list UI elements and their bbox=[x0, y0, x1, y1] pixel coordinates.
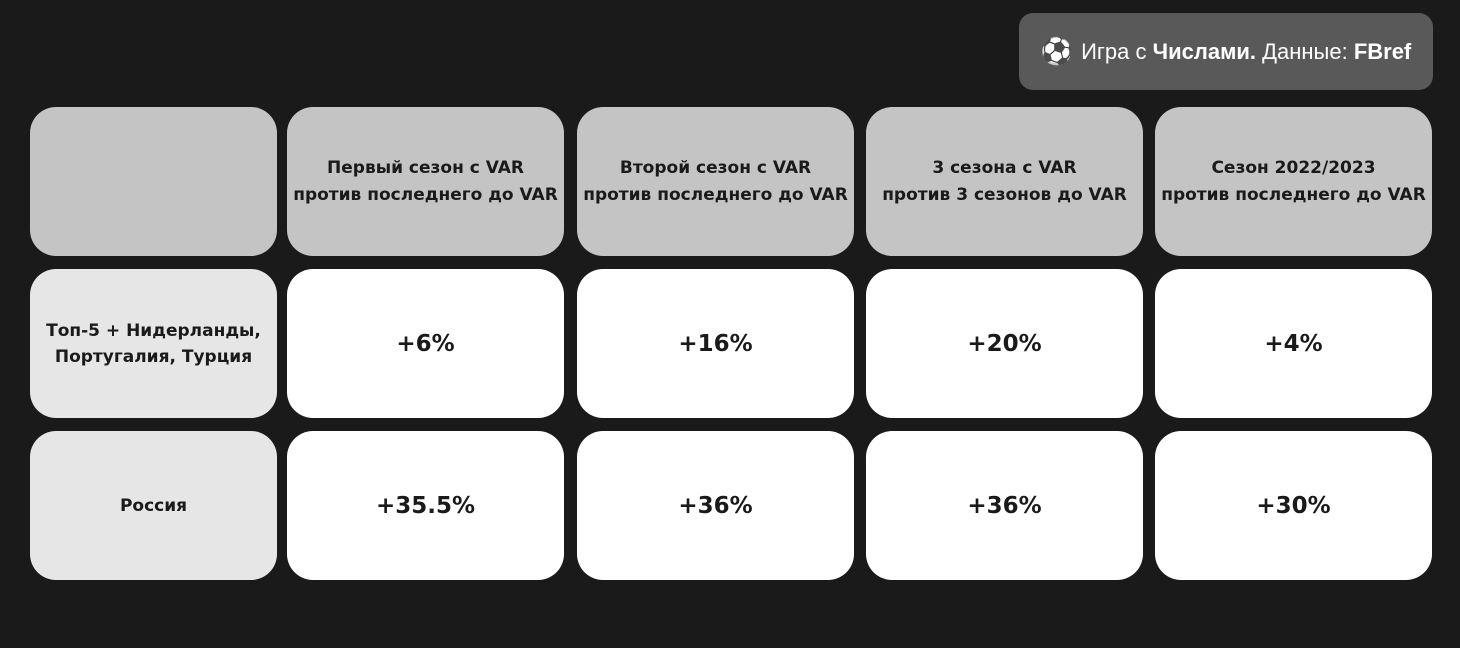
value-cell: +36% bbox=[866, 431, 1143, 580]
value-cell: +20% bbox=[866, 269, 1143, 418]
brand-text: Игра с Числами. Данные: FBref bbox=[1081, 38, 1412, 64]
value-cell: +16% bbox=[577, 269, 854, 418]
value-cell: +36% bbox=[577, 431, 854, 580]
value-cell-text: +6% bbox=[396, 330, 455, 357]
value-cell-text: +20% bbox=[967, 330, 1042, 357]
row-label: Топ-5 + Нидерланды, Португалия, Турция bbox=[30, 269, 277, 418]
column-header: 3 сезона с VAR против 3 сезонов до VAR bbox=[866, 107, 1143, 256]
column-header bbox=[30, 107, 277, 256]
value-cell: +4% bbox=[1155, 269, 1432, 418]
row-label: Россия bbox=[30, 431, 277, 580]
column-header-text: 3 сезона с VAR против 3 сезонов до VAR bbox=[882, 157, 1127, 205]
source-badge: ⚽ Игра с Числами. Данные: FBref bbox=[1019, 13, 1433, 90]
row-label-text: Россия bbox=[119, 495, 188, 516]
column-header-text: Второй сезон с VAR против последнего до … bbox=[583, 157, 848, 205]
value-cell-text: +16% bbox=[678, 330, 753, 357]
column-header: Второй сезон с VAR против последнего до … bbox=[577, 107, 854, 256]
column-header-text: Первый сезон с VAR против последнего до … bbox=[293, 157, 558, 205]
value-cell: +35.5% bbox=[287, 431, 564, 580]
value-cell-text: +30% bbox=[1256, 492, 1331, 519]
soccer-ball-icon: ⚽ bbox=[1040, 36, 1074, 66]
column-header: Первый сезон с VAR против последнего до … bbox=[287, 107, 564, 256]
value-cell-text: +36% bbox=[967, 492, 1042, 519]
column-header-text: Сезон 2022/2023 против последнего до VAR bbox=[1161, 157, 1426, 205]
column-header: Сезон 2022/2023 против последнего до VAR bbox=[1155, 107, 1432, 256]
value-cell: +6% bbox=[287, 269, 564, 418]
value-cell-text: +35.5% bbox=[375, 492, 476, 519]
value-cell-text: +4% bbox=[1264, 330, 1323, 357]
value-cell: +30% bbox=[1155, 431, 1432, 580]
row-label-text: Топ-5 + Нидерланды, Португалия, Турция bbox=[46, 320, 261, 367]
value-cell-text: +36% bbox=[678, 492, 753, 519]
